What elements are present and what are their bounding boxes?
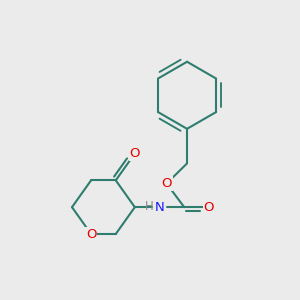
Text: O: O bbox=[161, 177, 172, 190]
Text: O: O bbox=[204, 201, 214, 214]
Text: O: O bbox=[130, 147, 140, 160]
Text: H: H bbox=[145, 200, 154, 213]
Text: O: O bbox=[86, 227, 96, 241]
Text: N: N bbox=[155, 201, 164, 214]
